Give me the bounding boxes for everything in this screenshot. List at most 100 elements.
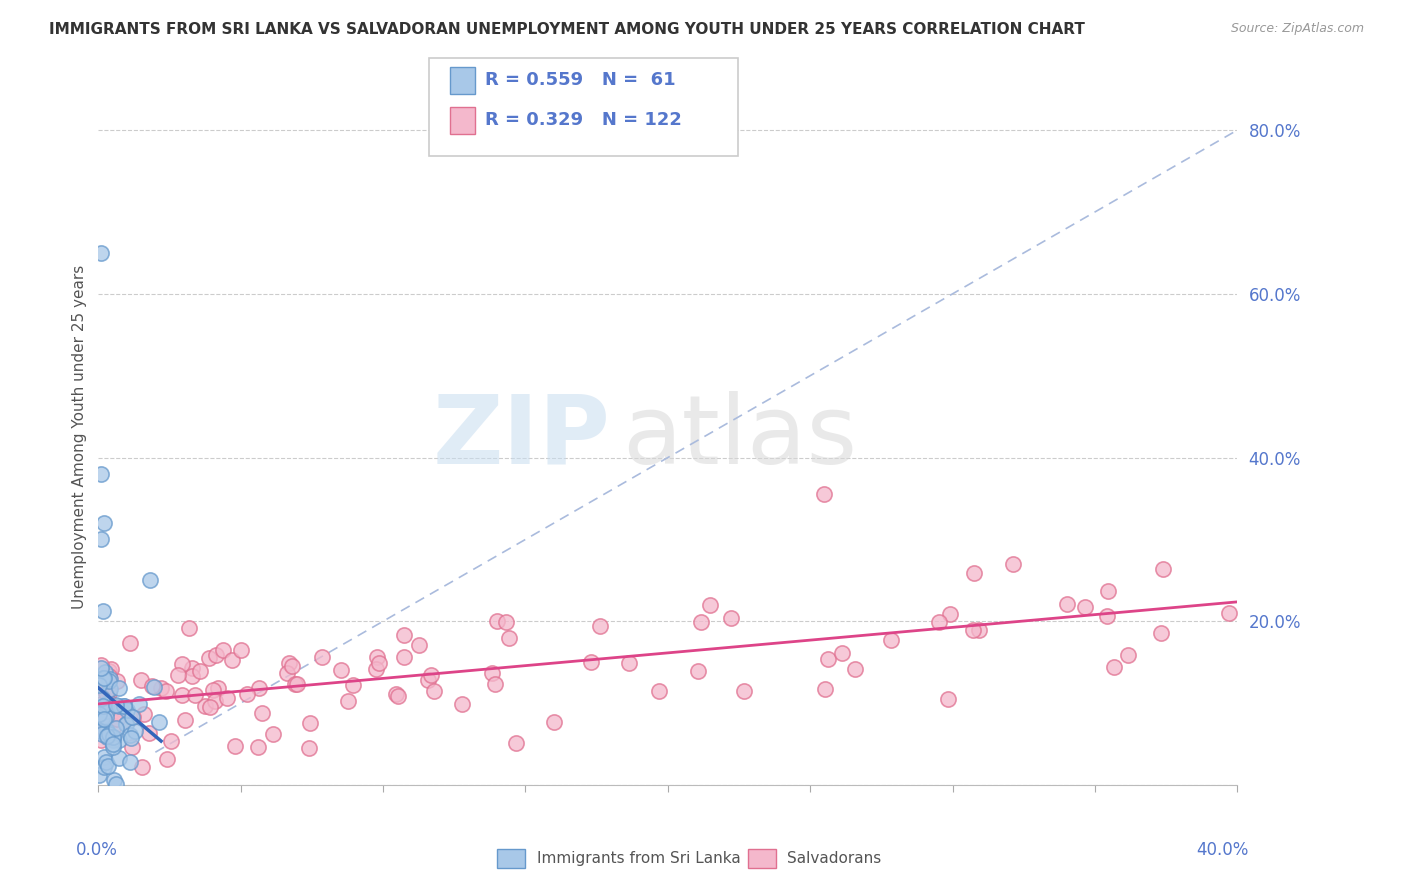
Point: [231, 643, 253, 657]
Point: [97, 669, 120, 683]
Point: [498, 631, 520, 645]
Point: [94, 686, 117, 700]
Point: [90, 733, 112, 747]
Point: [408, 638, 430, 652]
Point: [87, 707, 110, 722]
Point: [215, 691, 238, 706]
Point: [967, 623, 990, 637]
Point: [96, 730, 118, 744]
Point: [105, 698, 128, 713]
Point: [174, 713, 197, 727]
Point: [1152, 562, 1174, 576]
Point: [87, 767, 110, 781]
Point: [97, 759, 120, 773]
Point: [108, 751, 131, 765]
Text: Source: ZipAtlas.com: Source: ZipAtlas.com: [1230, 22, 1364, 36]
Point: [299, 716, 322, 731]
Point: [1097, 584, 1119, 599]
Point: [281, 658, 304, 673]
Point: [96, 710, 118, 724]
Point: [221, 653, 243, 667]
Point: [204, 693, 226, 707]
Point: [928, 615, 950, 630]
Point: [167, 668, 190, 682]
Point: [115, 703, 138, 717]
Point: [720, 611, 742, 625]
Point: [112, 699, 135, 714]
Point: [880, 632, 903, 647]
Point: [1073, 600, 1095, 615]
Point: [1149, 626, 1171, 640]
Point: [936, 692, 959, 706]
Point: [120, 728, 142, 742]
Point: [198, 700, 221, 714]
Point: [96, 697, 118, 711]
Point: [155, 684, 177, 698]
Point: [108, 699, 131, 714]
Bar: [748, 849, 776, 869]
Point: [93, 760, 115, 774]
Text: ZIP: ZIP: [433, 391, 612, 483]
Point: [814, 682, 837, 697]
Y-axis label: Unemployment Among Youth under 25 years: Unemployment Among Youth under 25 years: [72, 265, 87, 609]
Point: [104, 777, 127, 791]
Point: [394, 628, 416, 642]
Point: [246, 740, 269, 755]
Point: [689, 615, 711, 629]
Text: 40.0%: 40.0%: [1197, 840, 1249, 859]
Point: [141, 679, 163, 693]
Point: [619, 656, 641, 670]
Point: [94, 665, 117, 679]
Point: [311, 650, 333, 665]
Point: [90, 660, 112, 674]
Point: [96, 702, 118, 716]
Point: [262, 727, 284, 741]
Point: [107, 732, 129, 747]
Point: [236, 688, 259, 702]
Point: [207, 681, 229, 695]
Point: [648, 683, 671, 698]
Point: [105, 706, 128, 720]
Point: [172, 657, 194, 671]
Point: [179, 621, 201, 635]
Point: [394, 649, 416, 664]
Point: [285, 677, 308, 691]
Text: atlas: atlas: [623, 391, 858, 483]
Point: [103, 772, 125, 787]
Bar: [498, 849, 526, 869]
Point: [90, 698, 112, 712]
Point: [366, 649, 388, 664]
Point: [181, 661, 204, 675]
Point: [211, 643, 233, 657]
Point: [90, 658, 112, 673]
Point: [96, 729, 118, 743]
Point: [450, 698, 472, 712]
Point: [121, 710, 143, 724]
Point: [337, 694, 360, 708]
Point: [250, 706, 273, 720]
Point: [97, 673, 120, 688]
Point: [342, 678, 364, 692]
Point: [100, 731, 122, 745]
Point: [97, 694, 120, 708]
Point: [204, 648, 226, 662]
Point: [100, 662, 122, 676]
Point: [96, 725, 118, 739]
Text: R = 0.559   N =  61: R = 0.559 N = 61: [485, 71, 676, 89]
Point: [91, 691, 114, 706]
Point: [105, 712, 128, 726]
Point: [831, 646, 853, 660]
Point: [115, 717, 138, 731]
Point: [108, 681, 131, 695]
Point: [138, 726, 160, 740]
Point: [247, 681, 270, 696]
Point: [188, 664, 211, 678]
Point: [98, 672, 121, 686]
Text: IMMIGRANTS FROM SRI LANKA VS SALVADORAN UNEMPLOYMENT AMONG YOUTH UNDER 25 YEARS : IMMIGRANTS FROM SRI LANKA VS SALVADORAN …: [49, 22, 1085, 37]
Point: [962, 566, 984, 580]
Point: [112, 713, 135, 727]
Point: [90, 467, 112, 481]
Point: [484, 677, 506, 691]
Point: [277, 656, 299, 670]
Point: [105, 673, 128, 688]
